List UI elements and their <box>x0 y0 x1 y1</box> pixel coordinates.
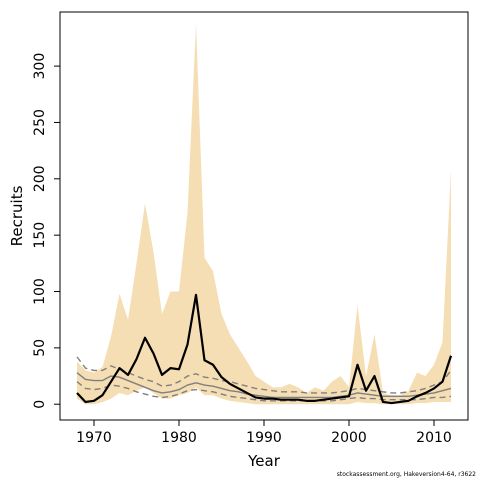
confidence-band <box>77 23 451 405</box>
x-axis-title: Year <box>247 452 281 470</box>
y-tick-label: 200 <box>32 165 48 192</box>
y-tick-label: 0 <box>32 400 48 409</box>
x-tick-label: 1970 <box>76 430 112 446</box>
x-tick-label: 1980 <box>161 430 197 446</box>
x-tick-label: 2010 <box>416 430 452 446</box>
series-gray-line <box>76 372 452 399</box>
y-tick-label: 250 <box>32 109 48 136</box>
y-tick-label: 150 <box>32 222 48 249</box>
y-axis: 0 50 100 150 200 250 300 <box>32 53 60 409</box>
series-median-line <box>76 293 453 405</box>
x-tick-label: 1990 <box>246 430 282 446</box>
series-dashed-upper <box>76 356 452 394</box>
x-tick-label: 2000 <box>331 430 367 446</box>
y-axis-title: Recruits <box>8 185 26 246</box>
plot-area <box>76 23 453 405</box>
y-tick-label: 100 <box>32 278 48 305</box>
y-tick-label: 300 <box>32 53 48 80</box>
series-dashed-lower <box>76 381 452 402</box>
footnote: stockassessment.org, Hakeversion4-64, r3… <box>336 471 476 478</box>
y-tick-label: 50 <box>32 339 48 357</box>
x-axis: 1970 1980 1990 2000 2010 <box>76 420 452 446</box>
